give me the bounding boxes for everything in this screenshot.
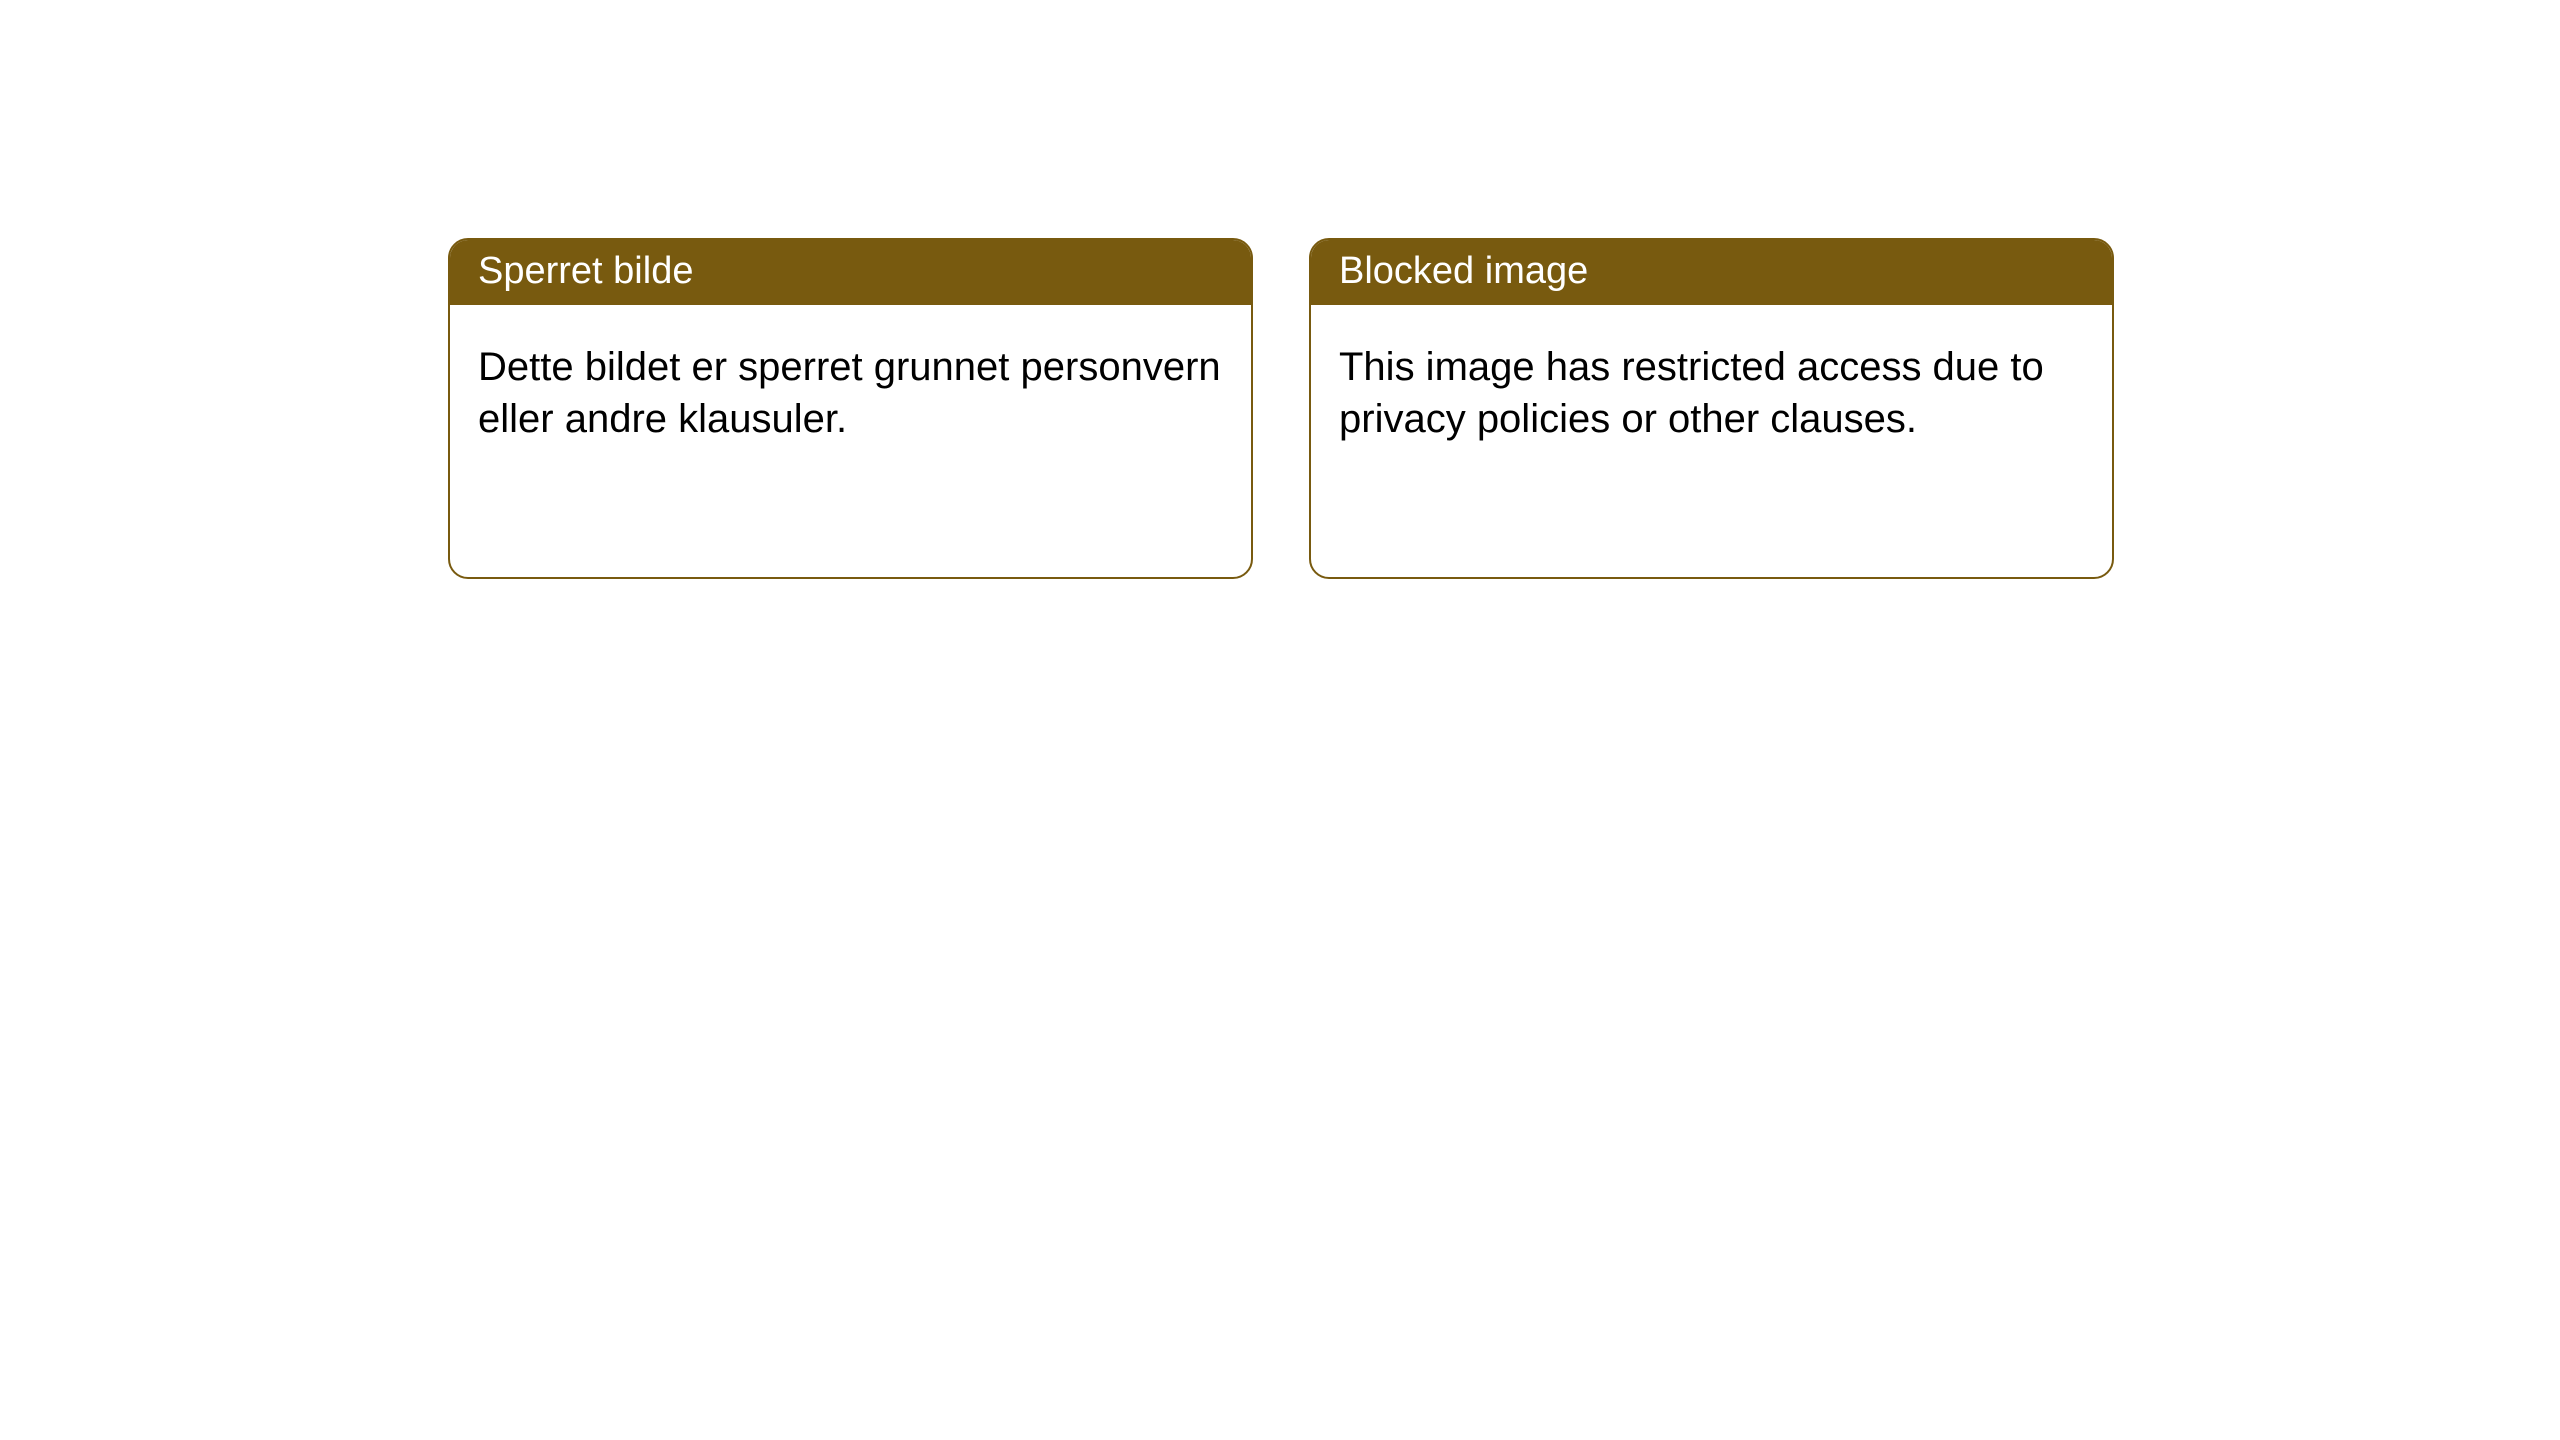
card-body: This image has restricted access due to … xyxy=(1311,305,2112,577)
card-header: Blocked image xyxy=(1311,240,2112,305)
card-body: Dette bildet er sperret grunnet personve… xyxy=(450,305,1251,577)
notice-container: Sperret bilde Dette bildet er sperret gr… xyxy=(0,0,2560,579)
card-header: Sperret bilde xyxy=(450,240,1251,305)
notice-card-norwegian: Sperret bilde Dette bildet er sperret gr… xyxy=(448,238,1253,579)
card-title: Blocked image xyxy=(1339,250,1588,292)
card-title: Sperret bilde xyxy=(478,250,693,292)
notice-card-english: Blocked image This image has restricted … xyxy=(1309,238,2114,579)
card-message: This image has restricted access due to … xyxy=(1339,345,2044,441)
card-message: Dette bildet er sperret grunnet personve… xyxy=(478,345,1221,441)
